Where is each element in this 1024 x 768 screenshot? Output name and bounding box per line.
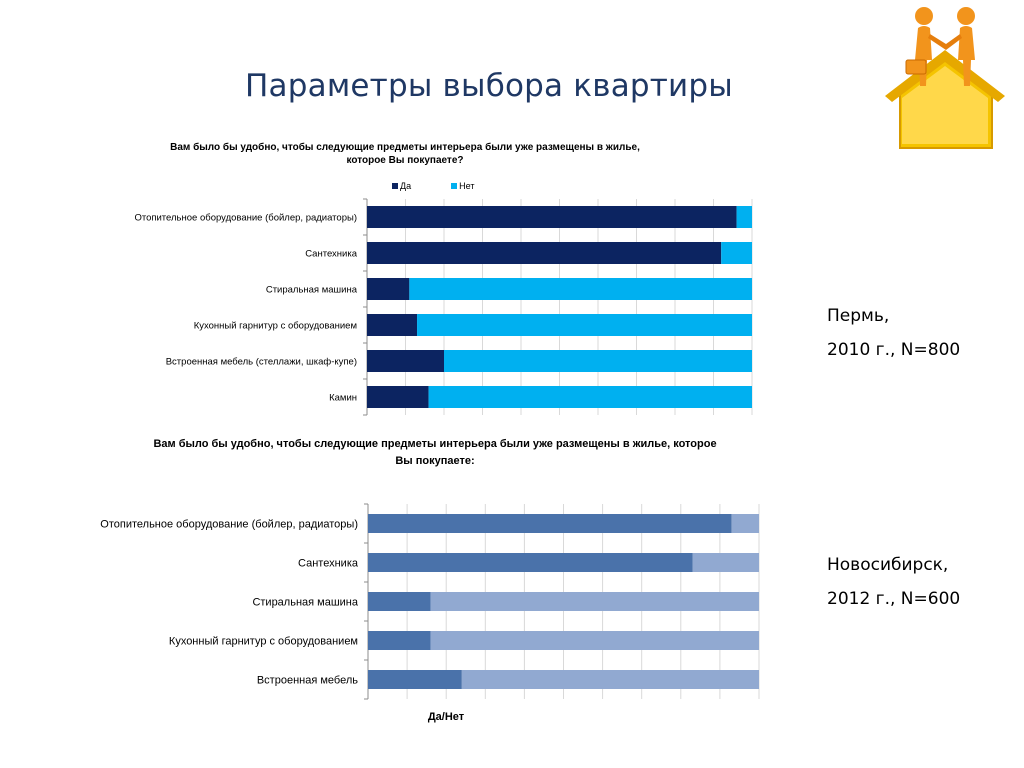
bar-segment-series-1	[692, 553, 759, 572]
bar-segment-series-1	[428, 386, 752, 408]
legend-item-yes: Да	[392, 181, 411, 191]
category-label: Стиральная машина	[252, 596, 358, 608]
perm-city: Пермь,	[827, 306, 890, 326]
chart1-title-line2: которое Вы покупаете?	[346, 155, 464, 166]
legend-swatch-no	[451, 183, 458, 189]
category-label: Камин	[329, 392, 357, 403]
category-label: Отопительное оборудование (бойлер, радиа…	[100, 518, 358, 530]
bar-segment-series-0	[367, 350, 444, 372]
novosibirsk-caption: Новосибирск, 2012 г., N=600	[827, 548, 960, 616]
perm-details: 2010 г., N=800	[827, 340, 961, 360]
bar-segment-series-1	[409, 278, 752, 300]
category-label: Кухонный гарнитур с оборудованием	[194, 320, 357, 331]
bar-segment-series-1	[461, 670, 759, 689]
bar-segment-series-0	[367, 386, 429, 408]
bar-segment-series-1	[417, 314, 752, 336]
bar-segment-series-1	[736, 206, 752, 228]
handshake-house-icon	[885, 7, 1005, 149]
bar-segment-series-1	[731, 514, 759, 533]
bar-segment-series-0	[368, 631, 431, 650]
novosibirsk-city: Новосибирск,	[827, 555, 949, 575]
bar-segment-series-0	[368, 514, 732, 533]
category-label: Сантехника	[305, 248, 357, 259]
legend-label-no: Нет	[459, 181, 475, 191]
bar-segment-series-0	[368, 592, 431, 611]
bar-segment-series-0	[367, 206, 737, 228]
legend-item-no: Нет	[451, 181, 474, 191]
category-label: Встроенная мебель (стеллажи, шкаф-купе)	[166, 356, 357, 367]
bar-segment-series-0	[367, 314, 418, 336]
chart1-legend: Да Нет	[392, 181, 474, 191]
chart2-title: Вам было бы удобно, чтобы следующие пред…	[100, 436, 770, 470]
category-label: Встроенная мебель	[257, 674, 358, 686]
chart1-title: Вам было бы удобно, чтобы следующие пред…	[120, 141, 690, 167]
bar-segment-series-0	[367, 242, 722, 264]
bar-segment-series-0	[367, 278, 410, 300]
category-label: Отопительное оборудование (бойлер, радиа…	[134, 212, 357, 223]
legend-label-yes: Да	[400, 181, 412, 191]
bar-segment-series-1	[721, 242, 752, 264]
category-label: Стиральная машина	[266, 284, 358, 295]
bar-segment-series-1	[430, 631, 759, 650]
bar-segment-series-1	[430, 592, 759, 611]
bar-segment-series-0	[368, 553, 693, 572]
category-label: Кухонный гарнитур с оборудованием	[169, 635, 358, 647]
chart2-title-line2: Вы покупаете:	[395, 455, 475, 467]
chart2-x-label: Да/Нет	[427, 711, 465, 723]
bar-segment-series-0	[368, 670, 462, 689]
perm-caption: Пермь, 2010 г., N=800	[827, 299, 960, 367]
chart1-title-line1: Вам было бы удобно, чтобы следующие пред…	[170, 142, 640, 153]
novosibirsk-details: 2012 г., N=600	[827, 589, 961, 609]
legend-swatch-yes	[392, 183, 398, 189]
slide-title: Параметры выбора квартиры	[245, 68, 733, 104]
chart2-title-line1: Вам было бы удобно, чтобы следующие пред…	[153, 438, 717, 450]
bar-segment-series-1	[444, 350, 752, 372]
category-label: Сантехника	[298, 557, 359, 569]
